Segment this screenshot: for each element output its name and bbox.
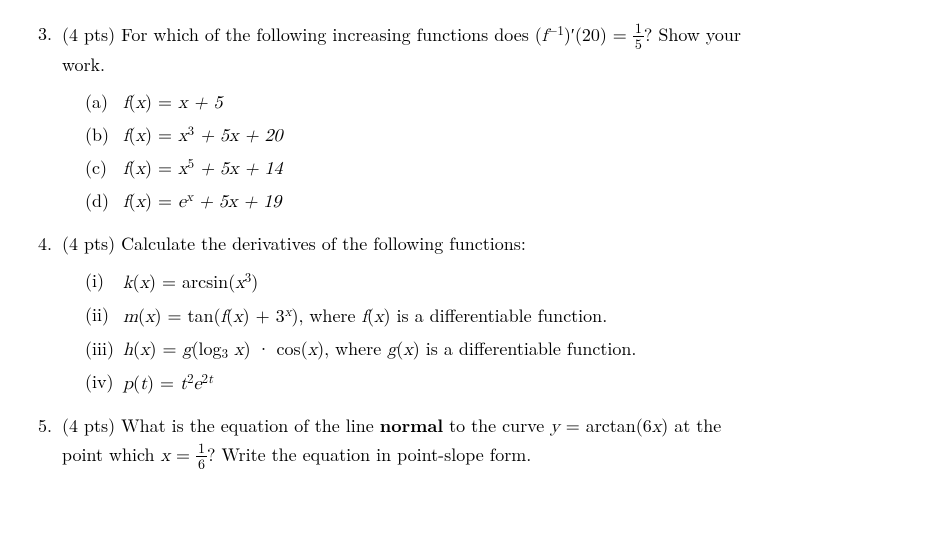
option-expression: f(x) = x + 5	[123, 88, 223, 117]
problem-number: 5.	[38, 412, 62, 439]
problem-4-header: 4. (4 pts)Calculate the derivatives of t…	[38, 230, 920, 257]
problem-number: 3.	[38, 20, 62, 47]
q5-text-b: to the curve	[443, 413, 550, 438]
problem-5: 5. (4 pts)What is the equation of the li…	[30, 412, 920, 471]
item-label: (iv)	[85, 368, 123, 398]
option-label: (b)	[85, 121, 123, 150]
q4-prompt: Calculate the derivatives of the followi…	[121, 231, 526, 256]
item-expression: p(t) = t2e2t	[123, 368, 213, 398]
q4-items: (i)k(x) = arcsin(x3)(ii)m(x) = tan(f(x) …	[85, 267, 920, 397]
q5-line2-b: ? Write the equation in point-slope form…	[207, 442, 531, 467]
q3-option: (a)f(x) = x + 5	[85, 88, 920, 117]
option-label: (c)	[85, 154, 123, 183]
option-label: (d)	[85, 187, 123, 216]
option-expression: f(x) = ex + 5x + 19	[123, 187, 281, 216]
problem-4: 4. (4 pts)Calculate the derivatives of t…	[30, 230, 920, 397]
option-label: (a)	[85, 88, 123, 117]
problem-3: 3. (4 pts)For which of the following inc…	[30, 20, 920, 216]
option-expression: f(x) = x3 + 5x + 20	[123, 121, 282, 150]
item-expression: m(x) = tan(f(x) + 3x), where f(x) is a d…	[123, 301, 607, 331]
points-label: (4 pts)	[62, 22, 115, 47]
points-label: (4 pts)	[62, 231, 115, 256]
q5-equation: y = arctan(6x)	[550, 413, 668, 438]
q5-x-equals: x =	[161, 442, 197, 467]
problem-5-body: (4 pts)What is the equation of the line …	[62, 412, 920, 471]
q5-line2: point which x = 16? Write the equation i…	[62, 441, 920, 471]
q3-text-a: For which of the following increasing fu…	[121, 22, 542, 47]
q3-option: (d)f(x) = ex + 5x + 19	[85, 187, 920, 216]
q3-text-b: )′(20) =	[564, 22, 633, 47]
item-label: (ii)	[85, 301, 123, 331]
q4-item: (iii)h(x) = g(log3 x) · cos(x), where g(…	[85, 335, 920, 364]
item-label: (i)	[85, 267, 123, 297]
problem-4-body: (4 pts)Calculate the derivatives of the …	[62, 230, 920, 257]
normal-word: normal	[380, 413, 443, 438]
item-expression: h(x) = g(log3 x) · cos(x), where g(x) is…	[123, 335, 636, 364]
q3-options: (a)f(x) = x + 5(b)f(x) = x3 + 5x + 20(c)…	[85, 88, 920, 216]
points-label: (4 pts)	[62, 413, 115, 438]
q5-text-a: What is the equation of the line	[121, 413, 380, 438]
q3-inv-sup: −1	[547, 20, 564, 39]
q4-item: (iv)p(t) = t2e2t	[85, 368, 920, 398]
q3-text-c: ? Show your	[644, 22, 741, 47]
q5-text-c: at the	[668, 413, 721, 438]
q5-line2-a: point which	[62, 442, 161, 467]
item-label: (iii)	[85, 335, 123, 364]
q3-option: (b)f(x) = x3 + 5x + 20	[85, 121, 920, 150]
problem-3-header: 3. (4 pts)For which of the following inc…	[38, 20, 920, 78]
item-expression: k(x) = arcsin(x3)	[123, 267, 258, 297]
problem-number: 4.	[38, 230, 62, 257]
q4-item: (i)k(x) = arcsin(x3)	[85, 267, 920, 297]
q3-text-line2: work.	[62, 51, 920, 78]
q3-option: (c)f(x) = x5 + 5x + 14	[85, 154, 920, 183]
fraction-one-fifth: 15	[633, 21, 644, 51]
problem-3-body: (4 pts)For which of the following increa…	[62, 20, 920, 78]
q4-item: (ii)m(x) = tan(f(x) + 3x), where f(x) is…	[85, 301, 920, 331]
problem-5-header: 5. (4 pts)What is the equation of the li…	[38, 412, 920, 471]
fraction-one-sixth: 16	[196, 441, 207, 471]
option-expression: f(x) = x5 + 5x + 14	[123, 154, 282, 183]
